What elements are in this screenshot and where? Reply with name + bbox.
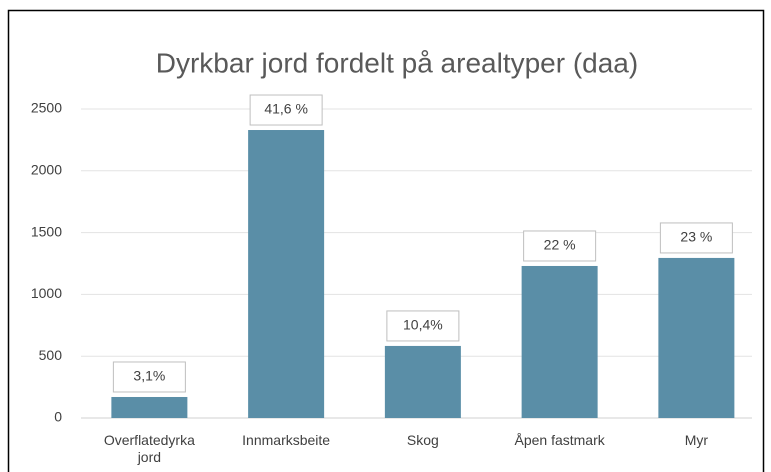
y-tick-label: 1000 xyxy=(31,285,62,301)
data-label-box xyxy=(386,310,460,342)
y-tick-label: 1500 xyxy=(31,223,62,239)
x-tick-label: Innmarksbeite xyxy=(242,432,331,448)
data-label-box xyxy=(249,94,323,126)
data-label-box xyxy=(112,361,186,393)
data-label-box xyxy=(523,230,597,262)
data-label: 22 % xyxy=(544,237,576,253)
data-label: 3,1% xyxy=(133,368,165,384)
data-label: 10,4% xyxy=(403,317,443,333)
x-tick-label: Myr xyxy=(684,432,709,448)
x-tick-label: Åpen fastmark xyxy=(514,432,605,448)
bar xyxy=(384,345,461,418)
bar xyxy=(111,396,188,418)
chart-title: Dyrkbar jord fordelt på arealtyper (daa) xyxy=(156,47,638,78)
x-tick-label: Skog xyxy=(406,432,439,448)
data-label: 23 % xyxy=(680,229,712,245)
y-tick-label: 500 xyxy=(39,347,63,363)
bar xyxy=(248,130,325,418)
x-tick-label: Overflatedyrka jord xyxy=(103,432,195,465)
y-tick-label: 2500 xyxy=(31,100,62,116)
bar xyxy=(521,265,598,418)
y-tick-label: 0 xyxy=(54,409,62,425)
data-label: 41,6 % xyxy=(264,101,308,117)
bar xyxy=(658,257,735,418)
data-label-box xyxy=(659,222,733,254)
y-tick-label: 2000 xyxy=(31,162,62,178)
